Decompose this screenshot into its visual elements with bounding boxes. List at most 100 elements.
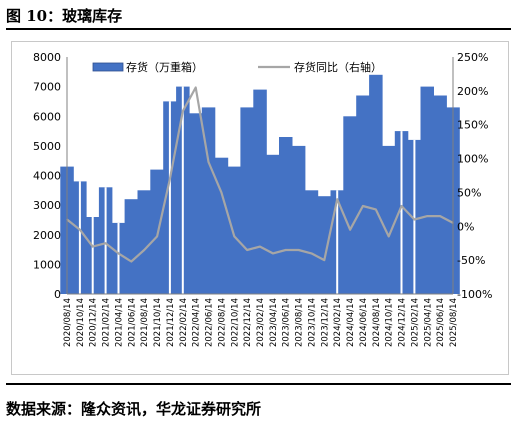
y-right-tick-label: 100% [457, 153, 488, 166]
bar-2022-12-14 [240, 107, 254, 295]
yoy-point-2020-10-14 [79, 228, 81, 231]
x-tick-label: 2023/06/14 [282, 298, 292, 347]
x-tick-label: 2024/04/14 [346, 298, 356, 347]
yoy-point-2021-06-14 [130, 260, 133, 263]
yoy-point-2022-12-14 [246, 249, 248, 251]
x-tick-label: 2025/04/14 [423, 298, 433, 347]
bar-2024-06-14 [356, 95, 370, 294]
yoy-point-2024-12-14 [400, 205, 403, 207]
yoy-point-2023-04-14 [272, 252, 274, 255]
bar-2022-04-14 [188, 113, 203, 294]
y-left-tick-label: 4000 [33, 170, 61, 183]
yoy-point-2023-12-14 [323, 259, 326, 261]
x-tick-label: 2021/02/14 [102, 298, 112, 347]
x-tick-label: 2020/12/14 [89, 298, 99, 347]
bar-2022-06-14 [201, 107, 216, 295]
yoy-point-2025-02-14 [413, 218, 416, 221]
x-tick-label: 2023/02/14 [256, 298, 266, 347]
bar-gap-2020-12-14 [91, 217, 94, 294]
x-tick-label: 2023/04/14 [269, 298, 279, 347]
x-tick-label: 2021/12/14 [166, 298, 176, 347]
figure-title: 图 10：玻璃库存 [6, 7, 123, 25]
bar-2024-08-14 [369, 74, 383, 294]
yoy-point-2020-12-14 [91, 245, 94, 248]
y-right-tick-label: 0% [457, 220, 474, 233]
yoy-point-2022-08-14 [220, 191, 223, 194]
x-tick-label: 2025/08/14 [449, 298, 459, 347]
x-tick-label: 2024/08/14 [372, 298, 382, 347]
x-tick-label: 2023/12/14 [320, 298, 330, 347]
x-tick-label: 2023/08/14 [295, 298, 305, 347]
yoy-point-2022-02-14 [182, 110, 184, 112]
x-tick-label: 2022/08/14 [217, 298, 227, 347]
y-left-tick-label: 5000 [33, 140, 61, 153]
bar-2023-06-14 [279, 137, 293, 294]
legend-bar-swatch [92, 62, 124, 72]
bar-2023-02-14 [253, 89, 267, 294]
y-right-tick-label: 50% [457, 186, 481, 199]
bar-2023-08-14 [291, 145, 306, 294]
x-tick-label: 2021/04/14 [114, 298, 124, 347]
bar-2021-06-14 [124, 199, 139, 294]
yoy-point-2024-08-14 [375, 208, 377, 211]
y-right-tick-label: 200% [457, 85, 488, 98]
yoy-point-2025-04-14 [426, 215, 429, 217]
y-right-tick-label: 250% [457, 51, 488, 64]
yoy-point-2024-02-14 [336, 198, 339, 200]
bar-gap-2021-04-14 [117, 222, 120, 294]
x-tick-label: 2024/12/14 [398, 298, 408, 347]
yoy-point-2021-04-14 [117, 252, 120, 255]
yoy-point-2021-08-14 [143, 249, 145, 251]
bar-2024-04-14 [343, 116, 357, 295]
bar-gap-2024-12-14 [400, 131, 403, 294]
y-left-tick-label: 2000 [33, 229, 61, 242]
y-right-tick-label: 150% [457, 119, 488, 132]
x-tick-label: 2023/10/14 [307, 298, 317, 347]
bar-2022-10-14 [227, 166, 241, 294]
x-tick-label: 2022/10/14 [230, 298, 240, 347]
bar-2023-10-14 [304, 190, 319, 294]
y-left-tick-label: 1000 [33, 258, 61, 271]
bar-gap-2025-02-14 [413, 139, 416, 294]
y-left-tick-label: 3000 [33, 199, 61, 212]
bar-2021-08-14 [137, 190, 151, 294]
x-tick-label: 2021/06/14 [127, 298, 137, 347]
y-left-tick-label: 6000 [33, 110, 61, 123]
bar-2025-06-14 [433, 95, 447, 294]
bar-gap-2022-02-14 [181, 86, 184, 294]
yoy-point-2022-04-14 [194, 86, 197, 89]
x-tick-label: 2024/10/14 [385, 298, 395, 347]
yoy-point-2024-04-14 [349, 228, 351, 231]
bar-2023-12-14 [317, 196, 332, 294]
x-tick-label: 2025/06/14 [436, 298, 446, 347]
y-left-tick-label: 8000 [33, 51, 61, 64]
x-tick-label: 2020/10/14 [76, 298, 86, 347]
x-tick-label: 2022/06/14 [205, 298, 215, 347]
bar-2024-10-14 [381, 145, 396, 294]
yoy-point-2023-02-14 [259, 245, 261, 248]
x-tick-label: 2020/08/14 [63, 298, 73, 347]
y-right-tick-label: -100% [457, 288, 492, 301]
yoy-point-2022-06-14 [207, 161, 210, 163]
yoy-point-2023-08-14 [297, 249, 300, 251]
yoy-point-2021-12-14 [169, 178, 171, 180]
x-tick-label: 2022/02/14 [179, 298, 189, 347]
data-source: 数据来源：隆众资讯，华龙证券研究所 [6, 400, 262, 418]
x-tick-label: 2022/04/14 [192, 298, 202, 347]
source-divider [6, 383, 511, 385]
legend-line-label: 存货同比（右轴） [294, 60, 382, 74]
bar-gap-2020-10-14 [78, 181, 81, 294]
x-tick-label: 2022/12/14 [243, 298, 253, 347]
bar-gap-2021-02-14 [104, 187, 107, 294]
yoy-point-2023-10-14 [310, 252, 313, 255]
legend-bar-label: 存货（万重箱） [126, 60, 203, 74]
bar-gap-2024-02-14 [336, 190, 339, 294]
x-tick-label: 2024/02/14 [333, 298, 343, 347]
y-left-tick-label: 7000 [33, 81, 61, 94]
chart-frame [11, 41, 509, 375]
bar-gap-2021-12-14 [168, 101, 171, 295]
x-tick-label: 2025/02/14 [410, 298, 420, 347]
yoy-point-2022-10-14 [233, 235, 236, 238]
yoy-point-2023-06-14 [284, 249, 287, 251]
